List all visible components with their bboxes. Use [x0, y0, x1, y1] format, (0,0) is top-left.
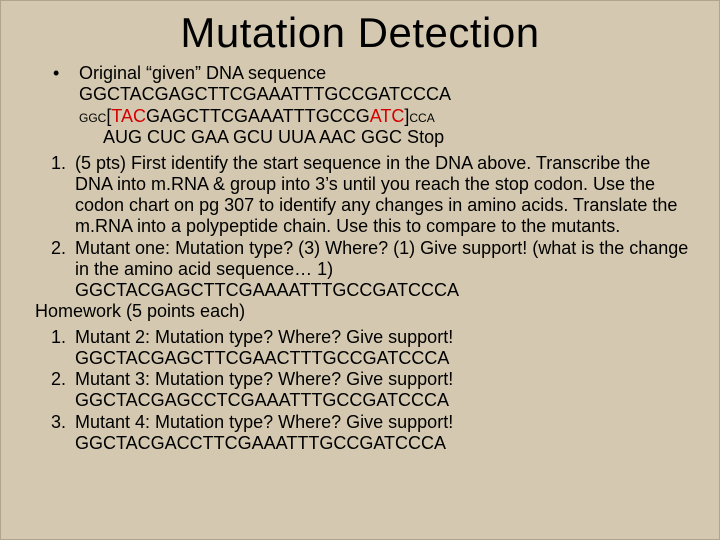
q2-seq: GGCTACGAGCTTCGAAAATTTGCCGATCCCA — [75, 280, 689, 301]
m4-text: Mutant 4: Mutation type? Where? Give sup… — [75, 412, 453, 432]
intro-bullet: • Original “given” DNA sequence — [53, 63, 689, 84]
list-item: (5 pts) First identify the start sequenc… — [71, 153, 689, 238]
annotated-sequence: GGC[TACGAGCTTCGAAATTTGCCGATC]CCA — [79, 106, 689, 128]
mrna-line: AUG CUC GAA GCU UUA AAC GGC Stop — [103, 127, 689, 149]
slide-title: Mutation Detection — [31, 9, 689, 57]
intro-label: Original “given” DNA sequence — [79, 63, 326, 84]
list-item: Mutant 2: Mutation type? Where? Give sup… — [71, 327, 689, 369]
annot-pre: GGC — [79, 111, 106, 125]
annot-mid1: TAC — [111, 106, 146, 126]
slide-container: Mutation Detection • Original “given” DN… — [0, 0, 720, 540]
annot-mid3: ATC — [370, 106, 405, 126]
original-sequence: GGCTACGAGCTTCGAAATTTGCCGATCCCA — [79, 84, 689, 106]
annot-post: CCA — [409, 111, 434, 125]
q2-text: Mutant one: Mutation type? (3) Where? (1… — [75, 238, 688, 279]
sequence-block: GGCTACGAGCTTCGAAATTTGCCGATCCCA GGC[TACGA… — [79, 84, 689, 149]
list-item: Mutant one: Mutation type? (3) Where? (1… — [71, 238, 689, 302]
question-list-1: (5 pts) First identify the start sequenc… — [31, 153, 689, 302]
q1-text: (5 pts) First identify the start sequenc… — [75, 153, 677, 237]
m4-seq: GGCTACGACCTTCGAAATTTGCCGATCCCA — [75, 433, 689, 454]
list-item: Mutant 4: Mutation type? Where? Give sup… — [71, 412, 689, 454]
bullet-dot-icon: • — [53, 63, 79, 84]
question-list-2: Mutant 2: Mutation type? Where? Give sup… — [31, 327, 689, 454]
m3-seq: GGCTACGAGCCTCGAAATTTGCCGATCCCA — [75, 390, 689, 411]
homework-heading: Homework (5 points each) — [35, 301, 689, 322]
list-item: Mutant 3: Mutation type? Where? Give sup… — [71, 369, 689, 411]
m2-seq: GGCTACGAGCTTCGAACTTTGCCGATCCCA — [75, 348, 689, 369]
m2-text: Mutant 2: Mutation type? Where? Give sup… — [75, 327, 453, 347]
m3-text: Mutant 3: Mutation type? Where? Give sup… — [75, 369, 453, 389]
annot-mid2: GAGCTTCGAAATTTGCCG — [146, 106, 370, 126]
